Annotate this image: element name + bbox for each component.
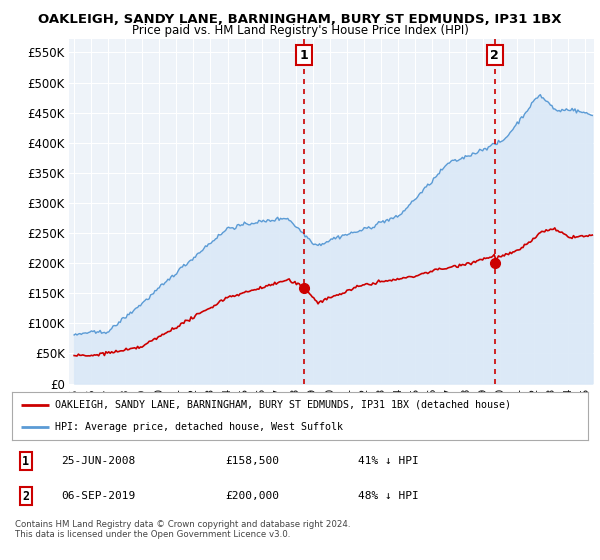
Text: 2: 2	[22, 490, 29, 503]
Text: £200,000: £200,000	[225, 491, 279, 501]
Text: 41% ↓ HPI: 41% ↓ HPI	[358, 456, 418, 466]
Text: OAKLEIGH, SANDY LANE, BARNINGHAM, BURY ST EDMUNDS, IP31 1BX (detached house): OAKLEIGH, SANDY LANE, BARNINGHAM, BURY S…	[55, 400, 511, 410]
Text: 25-JUN-2008: 25-JUN-2008	[61, 456, 135, 466]
Text: OAKLEIGH, SANDY LANE, BARNINGHAM, BURY ST EDMUNDS, IP31 1BX: OAKLEIGH, SANDY LANE, BARNINGHAM, BURY S…	[38, 13, 562, 26]
Text: 48% ↓ HPI: 48% ↓ HPI	[358, 491, 418, 501]
Text: Contains HM Land Registry data © Crown copyright and database right 2024.
This d: Contains HM Land Registry data © Crown c…	[15, 520, 350, 539]
Text: Price paid vs. HM Land Registry's House Price Index (HPI): Price paid vs. HM Land Registry's House …	[131, 24, 469, 36]
Text: 06-SEP-2019: 06-SEP-2019	[61, 491, 135, 501]
Text: 1: 1	[299, 49, 308, 62]
Text: £158,500: £158,500	[225, 456, 279, 466]
Text: HPI: Average price, detached house, West Suffolk: HPI: Average price, detached house, West…	[55, 422, 343, 432]
Text: 1: 1	[22, 455, 29, 468]
Text: 2: 2	[490, 49, 499, 62]
